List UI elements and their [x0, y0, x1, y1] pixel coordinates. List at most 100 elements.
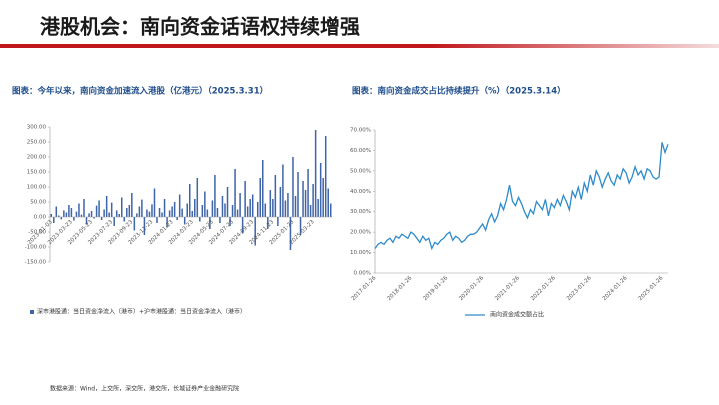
bar: [319, 163, 322, 217]
bar: [309, 205, 312, 217]
bar: [181, 208, 183, 217]
y-tick-label: -50.00: [28, 230, 46, 236]
bar: [123, 217, 126, 222]
bar: [105, 196, 108, 217]
bar: [194, 199, 196, 217]
x-tick-label: 2020-01-26: [458, 275, 485, 302]
bar: [226, 187, 229, 217]
bar: [312, 184, 314, 217]
bar: [256, 202, 259, 217]
y-tick-label: -150.00: [25, 260, 47, 266]
y-tick-label: 150.00: [27, 170, 47, 176]
bar: [279, 187, 282, 217]
bar: [251, 194, 254, 217]
bar: [115, 210, 118, 217]
y-tick-label: 250.00: [27, 140, 47, 146]
bar: [206, 209, 209, 217]
x-tick-label: 2025-01-26: [638, 275, 665, 302]
bar: [108, 212, 110, 217]
legend-swatch: [30, 310, 34, 314]
bar: [216, 208, 219, 217]
bar: [146, 209, 148, 217]
bar: [95, 205, 98, 217]
bar: [287, 193, 289, 217]
x-tick-label: 2018-01-26: [387, 275, 414, 302]
bar: [211, 200, 214, 217]
y-tick-label: 40.00%: [350, 189, 371, 195]
y-tick-label: 0.00%: [354, 271, 371, 277]
bar: [171, 206, 173, 217]
bar: [113, 217, 115, 226]
bar: [58, 215, 60, 217]
bar: [201, 205, 204, 217]
bar: [204, 191, 206, 217]
bar: [153, 188, 156, 217]
bar: [176, 217, 178, 220]
bar: [277, 217, 279, 226]
bar: [138, 206, 141, 217]
bar: [224, 203, 226, 217]
bar: [100, 217, 103, 220]
bar: [294, 196, 297, 217]
bar: [236, 209, 239, 217]
line-series: [374, 142, 669, 251]
bar: [302, 181, 304, 217]
bar: [78, 203, 80, 217]
bar: [93, 217, 95, 219]
bar: [244, 181, 246, 217]
bar: [103, 209, 105, 217]
chart-title: 图表：南向资金成交占比持续提升（%）（2025.3.14）: [352, 86, 566, 97]
bar: [158, 208, 161, 217]
bar: [178, 194, 181, 217]
bar: [239, 193, 241, 217]
bar: [307, 169, 309, 217]
bar: [183, 217, 186, 225]
bar: [282, 164, 284, 217]
bar: [264, 203, 267, 217]
bar: [249, 199, 251, 217]
x-tick-label: 2021-01-26: [494, 275, 521, 302]
x-tick-label: 2022-01-26: [530, 275, 557, 302]
bar: [292, 157, 294, 217]
bar: [191, 211, 194, 217]
y-tick-label: 50.00%: [350, 168, 371, 174]
bar: [60, 217, 63, 220]
bar: [141, 199, 143, 217]
bar: [85, 217, 88, 225]
bar: [173, 202, 176, 217]
y-tick-label: 100.00: [27, 185, 47, 191]
y-tick-label: 50.00: [30, 200, 46, 206]
slide-title: 港股机会：南向资金话语权持续增强: [40, 15, 360, 39]
bar: [269, 190, 272, 217]
bar: [254, 217, 256, 246]
bar: [83, 199, 85, 217]
bar: [299, 217, 302, 235]
bar: [50, 214, 53, 217]
y-tick-label: -100.00: [25, 245, 47, 251]
bar: [322, 178, 324, 217]
legend-label: 南向资金成交额占比: [490, 311, 544, 319]
bar: [73, 217, 75, 221]
y-tick-label: 60.00%: [350, 148, 371, 154]
bar: [131, 193, 133, 217]
bar: [196, 178, 199, 217]
y-tick-label: 300.00: [27, 125, 47, 131]
bar: [262, 160, 264, 217]
bar: [229, 217, 231, 226]
bar: [63, 210, 65, 217]
x-tick-label: 2019-01-26: [422, 275, 449, 302]
x-tick-label: 2023-01-26: [566, 275, 593, 302]
y-tick-label: 0.00: [34, 215, 47, 221]
source-note: 数据来源：Wind，上交所，深交所，港交所，长城证券产业金融研究院: [50, 385, 239, 393]
bar: [133, 217, 136, 231]
x-tick-label: 2024-01-26: [602, 275, 629, 302]
bar: [329, 203, 332, 217]
bar: [327, 188, 329, 217]
bar: [121, 197, 123, 217]
bar: [128, 205, 131, 217]
bar: [110, 202, 113, 217]
bar: [304, 190, 307, 217]
bar: [231, 205, 234, 217]
bar: [90, 211, 93, 217]
bar: [75, 211, 78, 217]
